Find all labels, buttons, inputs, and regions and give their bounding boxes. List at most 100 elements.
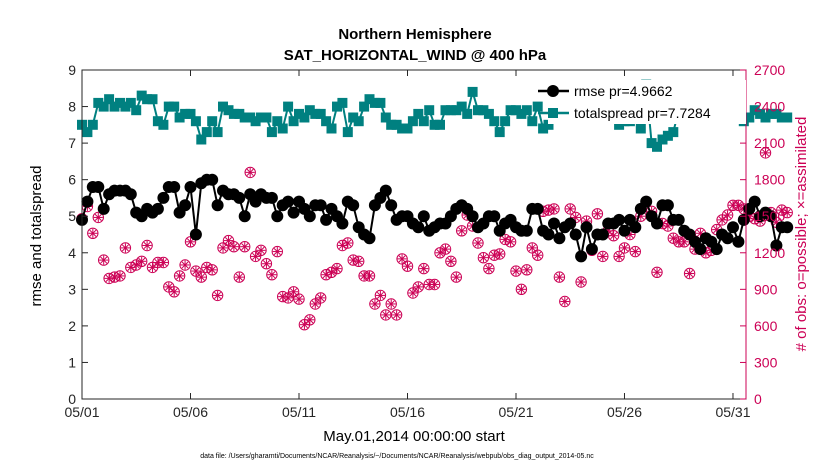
rmse-point bbox=[347, 199, 360, 212]
obs-assimilated-point bbox=[359, 271, 369, 281]
rmse-point bbox=[265, 191, 278, 204]
obs-assimilated-point bbox=[419, 264, 429, 274]
obs-assimilated-point bbox=[511, 266, 521, 276]
rmse-point bbox=[385, 199, 398, 212]
totalspread-point bbox=[538, 123, 549, 134]
totalspread-point bbox=[375, 97, 386, 108]
totalspread-point bbox=[440, 105, 451, 116]
totalspread-point bbox=[283, 101, 294, 112]
x-tick-label: 05/06 bbox=[173, 404, 208, 420]
totalspread-point bbox=[776, 112, 787, 123]
obs-assimilated-point bbox=[332, 264, 342, 274]
totalspread-point bbox=[397, 123, 408, 134]
rmse-point bbox=[548, 217, 560, 230]
legend-label-rmse: rmse pr=4.9662 bbox=[574, 83, 673, 99]
rmse-point bbox=[233, 191, 246, 204]
obs-assimilated-point bbox=[760, 148, 771, 158]
y-right-tick-label: 1800 bbox=[754, 172, 785, 188]
obs-possible-point bbox=[179, 259, 191, 271]
obs-assimilated-point bbox=[397, 254, 407, 264]
totalspread-point bbox=[532, 101, 543, 112]
x-tick-label: 05/16 bbox=[390, 404, 425, 420]
rmse-point bbox=[748, 195, 761, 208]
obs-assimilated-point bbox=[142, 240, 152, 251]
y-right-tick-label: 1200 bbox=[754, 245, 785, 261]
obs-assimilated-point bbox=[272, 246, 282, 257]
obs-possible-point bbox=[591, 208, 604, 220]
totalspread-point bbox=[185, 108, 196, 119]
obs-assimilated-point bbox=[175, 271, 185, 281]
rmse-point bbox=[542, 228, 555, 241]
legend-marker-totalspread bbox=[548, 108, 558, 118]
obs-possible-point bbox=[255, 244, 267, 257]
obs-assimilated-point bbox=[261, 259, 272, 269]
obs-assimilated-point bbox=[619, 243, 630, 253]
obs-assimilated-point bbox=[592, 209, 602, 219]
y-left-tick-label: 9 bbox=[68, 62, 76, 78]
obs-possible-point bbox=[98, 254, 110, 266]
totalspread-point bbox=[142, 94, 153, 105]
rmse-point bbox=[320, 213, 333, 226]
obs-assimilated-point bbox=[88, 228, 98, 238]
y-left-tick-label: 8 bbox=[68, 99, 76, 115]
obs-possible-point bbox=[173, 270, 186, 282]
totalspread-point bbox=[451, 105, 462, 116]
rmse-point bbox=[520, 224, 533, 237]
obs-possible-point bbox=[521, 264, 533, 276]
obs-possible-point bbox=[532, 249, 544, 261]
rmse-point bbox=[271, 210, 284, 223]
totalspread-point bbox=[766, 108, 776, 119]
totalspread-point bbox=[212, 127, 223, 138]
totalspread-point bbox=[234, 108, 245, 119]
totalspread-point bbox=[348, 112, 359, 123]
x-tick-label: 05/11 bbox=[282, 404, 316, 420]
obs-assimilated-point bbox=[440, 244, 451, 254]
obs-possible-point bbox=[304, 314, 316, 326]
obs-assimilated-point bbox=[430, 279, 440, 290]
obs-possible-point bbox=[401, 260, 414, 272]
obs-possible-point bbox=[483, 262, 495, 275]
rmse-point bbox=[732, 235, 745, 248]
obs-assimilated-point bbox=[196, 272, 206, 282]
obs-assimilated-point bbox=[131, 260, 141, 270]
x-axis-label: May.01,2014 00:00:00 start bbox=[323, 428, 505, 445]
obs-assimilated-point bbox=[451, 272, 461, 282]
obs-possible-point bbox=[141, 239, 153, 252]
totalspread-point bbox=[462, 108, 473, 119]
y-left-tick-label: 2 bbox=[68, 318, 76, 334]
obs-assimilated-point bbox=[381, 310, 391, 320]
obs-assimilated-point bbox=[120, 243, 130, 253]
obs-assimilated-point bbox=[288, 287, 299, 297]
totalspread-point bbox=[82, 127, 93, 138]
obs-assimilated-point bbox=[364, 271, 375, 281]
obs-possible-point bbox=[683, 267, 696, 280]
totalspread-point bbox=[201, 127, 212, 138]
obs-possible-point bbox=[559, 295, 571, 308]
rmse-point bbox=[694, 243, 707, 256]
obs-possible-point bbox=[217, 242, 229, 254]
obs-assimilated-point bbox=[560, 296, 570, 307]
totalspread-point bbox=[147, 94, 158, 105]
totalspread-point bbox=[277, 123, 288, 134]
obs-assimilated-point bbox=[354, 256, 364, 266]
obs-possible-point bbox=[233, 271, 246, 283]
totalspread-point bbox=[369, 97, 380, 108]
obs-assimilated-point bbox=[571, 212, 581, 223]
obs-assimilated-point bbox=[733, 200, 744, 210]
chart-title: Northern Hemisphere bbox=[338, 26, 491, 43]
totalspread-point bbox=[489, 116, 500, 127]
totalspread-point bbox=[424, 105, 435, 116]
rmse-point bbox=[661, 199, 674, 212]
totalspread-point bbox=[93, 97, 104, 108]
y-right-tick-label: 900 bbox=[754, 281, 778, 297]
rmse-point bbox=[412, 221, 425, 234]
obs-assimilated-point bbox=[109, 272, 120, 282]
obs-assimilated-point bbox=[435, 248, 445, 258]
totalspread-point bbox=[190, 116, 201, 127]
rmse-point bbox=[124, 188, 137, 201]
obs-possible-point bbox=[515, 283, 528, 295]
rmse-point bbox=[206, 173, 219, 186]
rmse-point bbox=[92, 181, 105, 193]
obs-possible-point bbox=[195, 271, 208, 283]
totalspread-point bbox=[657, 134, 668, 145]
